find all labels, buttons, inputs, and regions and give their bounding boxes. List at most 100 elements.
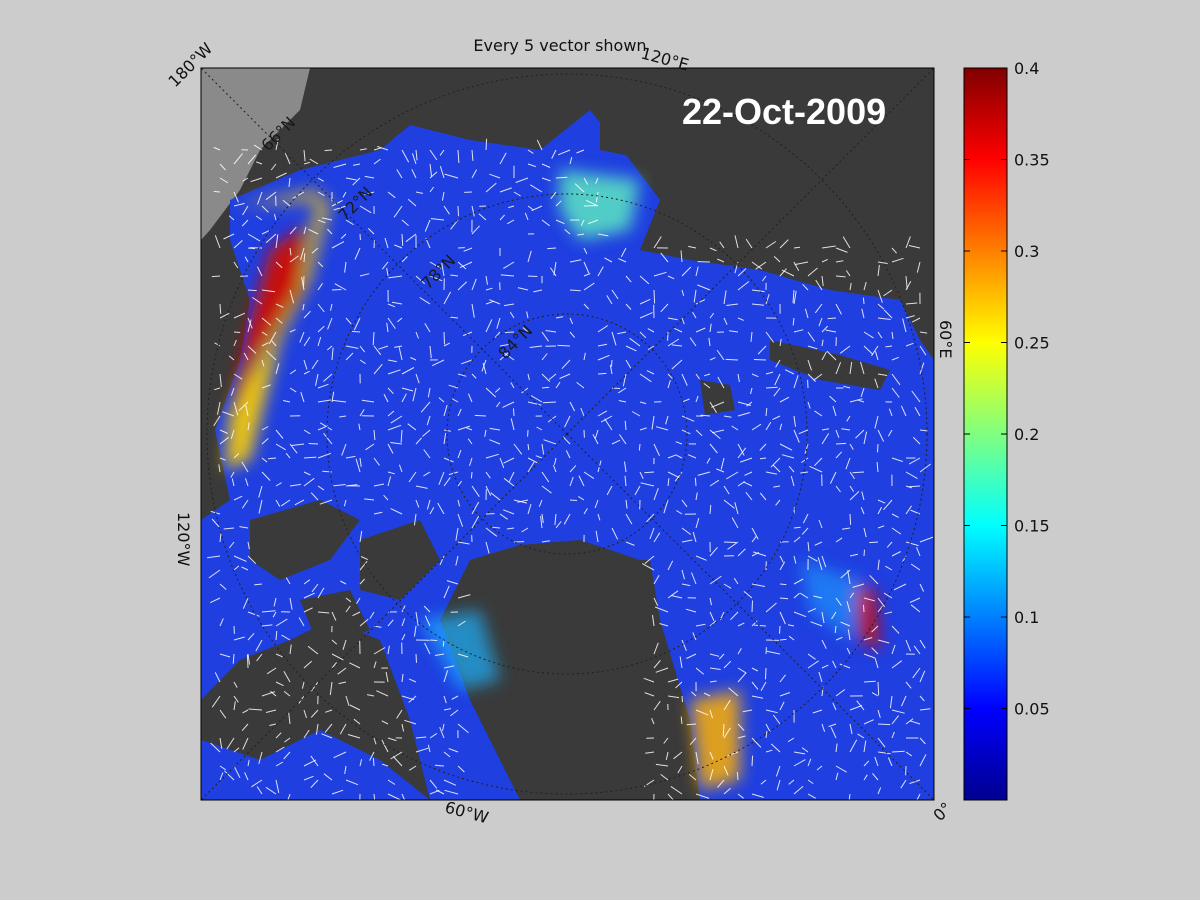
drift-vector <box>620 247 627 258</box>
drift-vector <box>849 398 863 403</box>
map-area[interactable]: 22-Oct-2009 <box>201 68 934 807</box>
drift-vector <box>308 443 319 445</box>
drift-vector <box>842 527 851 530</box>
drift-vector <box>275 630 278 641</box>
drift-vector <box>861 491 865 501</box>
drift-vector <box>583 282 595 291</box>
drift-vector <box>737 622 745 627</box>
drift-vector <box>424 615 431 627</box>
drift-vector <box>709 653 720 657</box>
drift-vector <box>569 401 576 412</box>
drift-vector <box>411 153 417 165</box>
drift-vector <box>681 695 683 703</box>
drift-vector <box>723 485 730 495</box>
drift-vector <box>275 761 284 767</box>
drift-vector <box>908 485 921 488</box>
drift-vector <box>233 453 240 459</box>
drift-vector <box>527 401 542 406</box>
drift-vector <box>541 471 550 483</box>
drift-vector <box>429 506 435 515</box>
drift-vector <box>449 709 459 717</box>
drift-vector <box>233 695 239 703</box>
drift-vector <box>891 257 904 263</box>
drift-vector <box>709 680 717 683</box>
drift-vector <box>679 656 683 669</box>
drift-vector <box>364 498 375 501</box>
drift-vector <box>835 597 842 606</box>
drift-vector <box>387 303 396 308</box>
drift-vector <box>541 540 550 543</box>
drift-vector <box>515 177 529 183</box>
drift-vector <box>800 471 809 474</box>
drift-vector <box>807 555 818 562</box>
drift-vector <box>818 671 823 683</box>
drift-vector <box>766 650 781 655</box>
drift-vector <box>213 415 221 427</box>
drift-vector <box>877 681 880 696</box>
drift-vector <box>875 351 879 361</box>
drift-vector <box>242 205 249 216</box>
drift-vector <box>434 653 445 656</box>
drift-vector <box>919 737 926 745</box>
drift-vector <box>429 149 438 161</box>
drift-vector <box>909 597 921 603</box>
drift-vector <box>323 432 333 445</box>
drift-vector <box>513 408 515 417</box>
drift-vector <box>283 691 291 697</box>
drift-vector <box>359 618 369 627</box>
drift-vector <box>439 727 445 739</box>
drift-vector <box>521 527 529 533</box>
drift-vector <box>298 617 305 627</box>
drift-vector <box>564 415 571 428</box>
drift-vector <box>230 471 235 478</box>
drift-vector <box>233 240 243 249</box>
drift-vector <box>404 719 417 725</box>
drift-vector <box>653 236 662 249</box>
drift-vector <box>695 266 699 277</box>
drift-vector <box>261 342 269 347</box>
drift-vector <box>303 336 311 347</box>
drift-vector <box>722 723 725 737</box>
drift-vector <box>730 611 739 621</box>
drift-vector <box>499 214 505 221</box>
drift-vector <box>919 754 927 767</box>
drift-vector <box>208 569 221 579</box>
drift-vector <box>315 373 319 386</box>
drift-vector <box>840 569 851 579</box>
drift-vector <box>831 611 837 620</box>
drift-vector <box>849 513 852 525</box>
drift-vector <box>625 345 637 352</box>
drift-vector <box>737 647 742 655</box>
drift-vector <box>530 395 543 403</box>
drift-vector <box>729 330 739 333</box>
drift-vector <box>877 429 885 442</box>
drift-vector <box>671 595 683 599</box>
drift-vector <box>401 367 415 375</box>
drift-vector <box>688 774 697 781</box>
drift-vector <box>541 443 545 455</box>
drift-vector <box>814 303 823 314</box>
drift-vector <box>863 345 874 355</box>
outer-land <box>201 68 310 240</box>
drift-vector <box>801 747 809 753</box>
drift-vector <box>471 303 475 318</box>
drift-vector <box>443 751 451 758</box>
drift-vector <box>641 563 655 571</box>
drift-vector <box>835 429 840 438</box>
drift-vector <box>457 620 466 627</box>
drift-vector <box>435 789 445 795</box>
drift-vector <box>775 765 781 777</box>
drift-vector <box>265 191 277 201</box>
drift-vector <box>905 302 918 305</box>
drift-vector <box>522 327 529 333</box>
drift-vector <box>583 508 588 515</box>
drift-vector <box>443 585 450 599</box>
drift-vector <box>387 471 395 475</box>
drift-vector <box>245 405 249 417</box>
drift-vector <box>809 465 823 473</box>
drift-vector <box>377 146 389 151</box>
drift-vector <box>339 723 347 735</box>
drift-vector <box>877 317 891 320</box>
drift-vector <box>270 163 277 171</box>
drift-vector <box>611 439 621 445</box>
